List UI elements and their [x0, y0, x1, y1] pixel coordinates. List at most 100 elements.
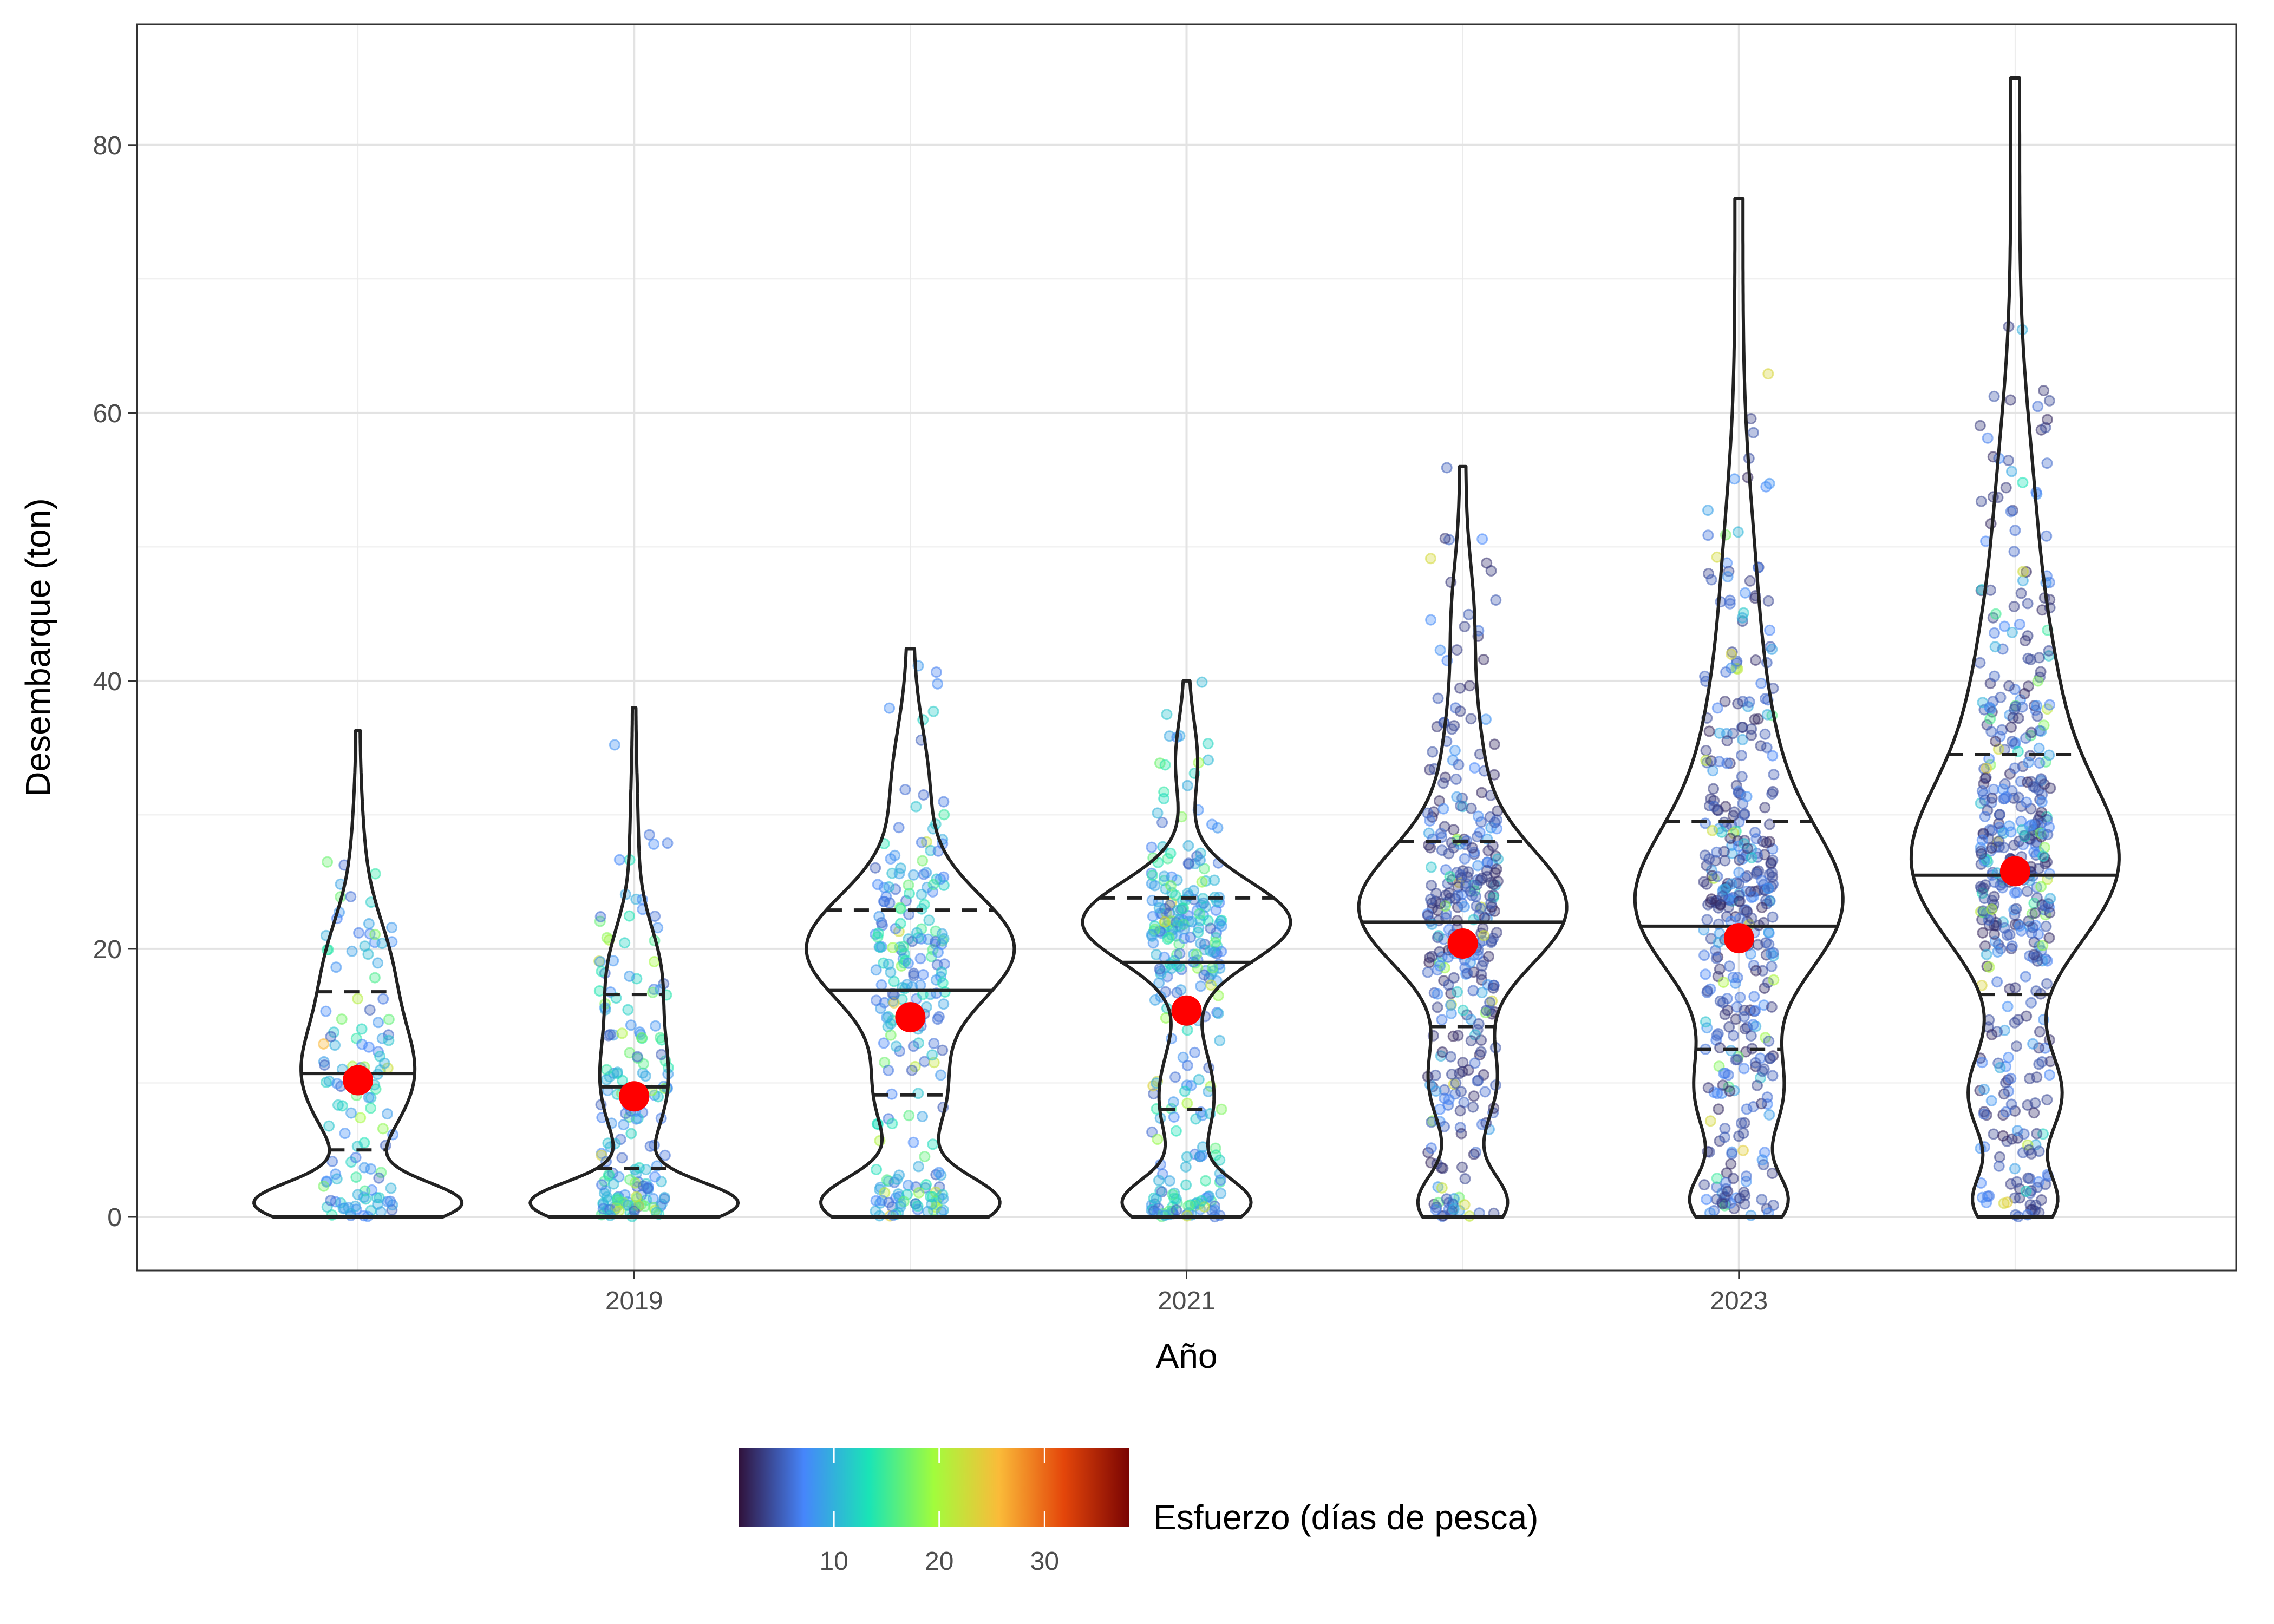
data-point	[906, 1064, 918, 1076]
data-point	[1455, 1128, 1467, 1140]
data-point	[1979, 772, 1991, 784]
data-point	[921, 881, 933, 893]
data-point	[2042, 414, 2053, 425]
data-point	[2000, 1106, 2012, 1118]
data-point	[352, 993, 364, 1005]
data-point	[630, 1113, 642, 1125]
data-point	[937, 977, 949, 989]
data-point	[1707, 824, 1718, 836]
data-point	[1491, 863, 1502, 875]
data-point	[1732, 698, 1744, 710]
violin-2023	[1633, 197, 1845, 1219]
data-point	[649, 956, 660, 967]
mean-marker	[1171, 995, 1202, 1026]
data-point	[1707, 765, 1719, 777]
data-point	[1722, 571, 1734, 582]
data-point	[1994, 1151, 2005, 1163]
data-point	[1216, 920, 1227, 932]
data-point	[2041, 1094, 2053, 1106]
data-point	[1763, 818, 1775, 830]
data-point	[607, 1178, 619, 1190]
data-point	[339, 1128, 351, 1140]
data-point	[1711, 804, 1723, 816]
violin-2024	[1909, 76, 2121, 1219]
data-point	[1763, 1109, 1775, 1121]
data-point	[1767, 785, 1779, 797]
data-point	[1476, 960, 1488, 972]
data-point	[1189, 1046, 1201, 1058]
data-point	[1464, 680, 1475, 692]
data-point	[1478, 929, 1490, 941]
data-point	[1986, 1029, 1998, 1040]
data-point	[2020, 1186, 2032, 1197]
data-point	[1182, 1200, 1194, 1212]
data-point	[1437, 803, 1449, 815]
data-point	[2027, 1038, 2039, 1050]
data-point	[1444, 870, 1456, 882]
data-point	[382, 1196, 394, 1208]
data-point	[2028, 1107, 2040, 1119]
data-point	[1491, 823, 1503, 835]
data-point	[1974, 657, 1986, 669]
data-point	[2042, 829, 2054, 841]
data-point	[919, 1151, 931, 1163]
data-point	[888, 997, 900, 1009]
data-point	[2021, 886, 2033, 898]
data-point	[1982, 432, 1994, 444]
data-point	[908, 970, 920, 981]
data-point	[1172, 905, 1184, 916]
data-point	[1703, 853, 1715, 865]
data-point	[1492, 853, 1504, 865]
data-point	[885, 1029, 897, 1041]
data-point	[1985, 1095, 1997, 1106]
data-point	[1724, 960, 1735, 972]
data-point	[1432, 1001, 1443, 1013]
data-point	[2034, 725, 2046, 737]
data-point	[2033, 1058, 2045, 1070]
data-point	[1761, 709, 1773, 721]
data-point	[1461, 967, 1473, 979]
data-point	[1434, 960, 1446, 972]
data-point	[1994, 1062, 2006, 1073]
data-point	[638, 1058, 649, 1070]
data-point	[1448, 1203, 1460, 1215]
data-point	[1488, 738, 1500, 750]
data-point	[1426, 951, 1438, 962]
data-point	[1446, 723, 1458, 735]
data-point	[923, 914, 935, 926]
data-point	[1432, 932, 1443, 944]
data-point	[1465, 802, 1477, 814]
data-point	[907, 1136, 919, 1148]
data-point	[345, 891, 357, 902]
data-point	[1473, 1018, 1485, 1030]
data-point	[2035, 773, 2047, 785]
data-point	[1443, 924, 1455, 935]
data-point	[320, 1005, 332, 1017]
data-point	[1425, 893, 1436, 905]
data-point	[639, 1070, 651, 1082]
data-point	[1432, 692, 1444, 704]
data-point	[2023, 1144, 2035, 1156]
data-point	[2043, 932, 2055, 944]
data-point	[1196, 876, 1208, 888]
data-point	[1459, 1173, 1471, 1184]
data-point	[331, 1078, 343, 1090]
data-point	[1706, 755, 1717, 767]
data-point	[1169, 889, 1181, 901]
data-point	[1726, 1148, 1738, 1160]
data-point	[2043, 645, 2055, 657]
data-point	[1766, 1168, 1778, 1179]
data-point	[1742, 842, 1754, 854]
data-point	[659, 1149, 671, 1161]
data-point	[1726, 649, 1737, 660]
data-point	[1445, 1051, 1456, 1063]
data-point	[336, 1013, 348, 1025]
data-point	[642, 1182, 654, 1194]
data-point	[1451, 791, 1463, 803]
data-point	[2035, 881, 2047, 893]
data-point	[870, 1205, 881, 1217]
data-point	[378, 1057, 390, 1069]
data-point	[1196, 1150, 1208, 1162]
data-point	[1212, 822, 1224, 834]
data-point	[1985, 725, 1997, 737]
